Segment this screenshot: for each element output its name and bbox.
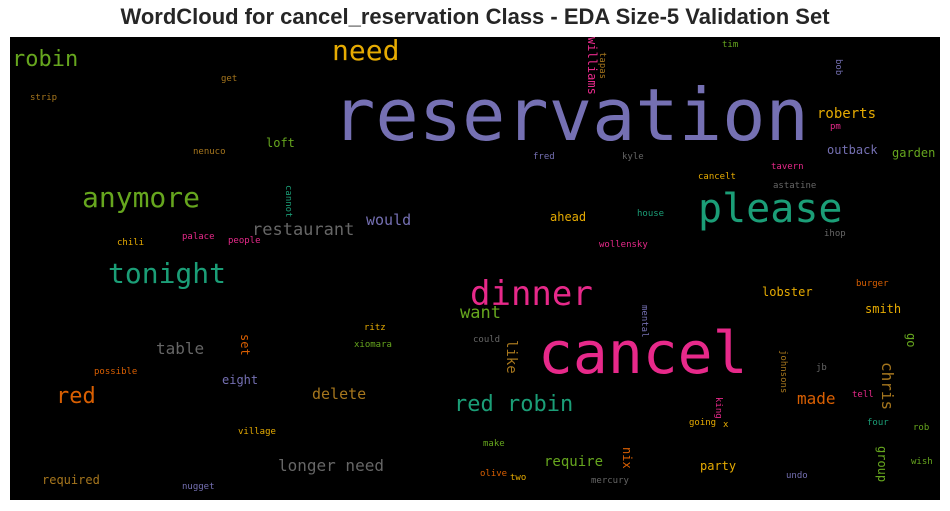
word-chili: chili (117, 238, 145, 248)
word-required: required (42, 473, 100, 487)
word-dinner: dinner (470, 274, 593, 314)
word-outback: outback (827, 143, 878, 157)
word-two: two (510, 473, 527, 483)
word-mercury: mercury (591, 476, 629, 486)
word-wollensky: wollensky (599, 240, 648, 250)
word-want: want (460, 303, 501, 323)
word-tavern: tavern (771, 162, 804, 172)
word-require: require (544, 454, 604, 470)
word-tim: tim (722, 40, 739, 50)
word-smith: smith (865, 302, 902, 316)
word-possible: possible (94, 367, 138, 377)
word-red-robin: red robin (454, 392, 574, 417)
word-longer-need: longer need (278, 456, 384, 475)
word-group: group (875, 446, 889, 483)
word-x: x (723, 420, 729, 430)
word-would: would (366, 211, 412, 229)
word-going: going (689, 418, 717, 428)
word-mental: mental (639, 305, 649, 338)
word-party: party (700, 459, 737, 473)
word-made: made (797, 389, 836, 408)
word-reservation: reservation (332, 73, 809, 157)
word-pm: pm (830, 122, 841, 132)
word-wish: wish (911, 457, 933, 467)
word-ritz: ritz (364, 323, 386, 333)
word-king: king (713, 397, 723, 419)
word-ahead: ahead (550, 210, 587, 224)
word-roberts: roberts (817, 106, 877, 122)
word-rob: rob (913, 423, 930, 433)
word-xiomara: xiomara (354, 340, 392, 350)
word-please: please (698, 186, 843, 232)
word-loft: loft (266, 136, 295, 150)
word-eight: eight (222, 373, 259, 387)
word-chris: chris (878, 362, 897, 411)
word-johnsons: johnsons (778, 350, 788, 394)
word-table: table (156, 339, 205, 358)
word-fred: fred (533, 152, 555, 162)
word-burger: burger (856, 279, 889, 289)
word-cancelt: cancelt (698, 172, 736, 182)
word-anymore: anymore (82, 181, 201, 214)
word-get: get (221, 74, 238, 84)
word-undo: undo (786, 471, 808, 481)
word-astatine: astatine (773, 181, 817, 191)
word-jb: jb (816, 363, 827, 373)
word-cancel: cancel (538, 319, 748, 387)
word-tell: tell (852, 390, 874, 400)
word-house: house (637, 209, 665, 219)
word-like: like (503, 340, 519, 374)
word-go: go (904, 333, 918, 348)
word-robin: robin (12, 47, 79, 72)
word-olive: olive (480, 469, 508, 479)
word-tonight: tonight (108, 257, 227, 290)
word-nenuco: nenuco (193, 147, 226, 157)
word-strip: strip (30, 93, 58, 103)
word-nugget: nugget (182, 482, 215, 492)
word-kyle: kyle (622, 152, 644, 162)
word-need: need (332, 37, 400, 67)
word-cannot: cannot (283, 185, 293, 218)
word-four: four (867, 418, 889, 428)
word-could: could (473, 335, 501, 345)
word-cloud-canvas: reservation cancel please dinner tonight anym… (10, 37, 940, 500)
word-make: make (483, 439, 505, 449)
word-restaurant: restaurant (252, 220, 355, 240)
word-garden: garden (892, 146, 936, 160)
word-nix: nix (620, 447, 634, 469)
word-village: village (238, 427, 276, 437)
chart-title: WordCloud for cancel_reservation Class -… (120, 4, 830, 29)
word-bob: bob (833, 59, 843, 76)
word-tapas: tapas (597, 52, 607, 80)
word-lobster: lobster (762, 285, 813, 299)
word-people: people (228, 236, 261, 246)
word-ihop: ihop (824, 229, 846, 239)
word-red: red (56, 384, 96, 409)
word-palace: palace (182, 232, 215, 242)
word-delete: delete (312, 385, 367, 403)
word-set: set (238, 334, 252, 356)
